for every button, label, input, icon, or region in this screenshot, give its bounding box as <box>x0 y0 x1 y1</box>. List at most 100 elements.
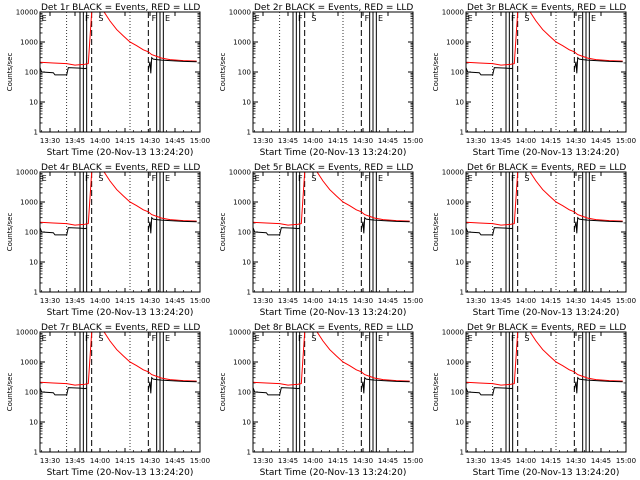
x-tick-label: 15:00 <box>190 137 210 145</box>
panel-4: Det 4r BLACK = Events, RED = LLD Counts/s… <box>6 163 210 318</box>
y-tick-label: 100 <box>451 389 464 397</box>
event-marker-label: E <box>42 334 47 343</box>
event-marker-label: F <box>511 334 516 343</box>
y-tick-label: 10 <box>29 259 38 267</box>
y-tick-label: 1 <box>34 129 38 137</box>
series-line <box>40 376 197 396</box>
x-tick-label: 14:00 <box>516 297 536 305</box>
panel-title: Det 1r BLACK = Events, RED = LLD <box>41 3 200 13</box>
x-tick-label: 13:45 <box>491 297 511 305</box>
x-tick-label: 13:45 <box>491 457 511 465</box>
y-axis-label: Counts/sec <box>432 213 440 252</box>
y-tick-label: 1000 <box>20 199 38 207</box>
x-tick-label: 13:30 <box>466 457 486 465</box>
y-tick-label: 1000 <box>20 359 38 367</box>
panel-title: Det 8r BLACK = Events, RED = LLD <box>254 323 413 333</box>
y-tick-label: 10 <box>455 99 464 107</box>
x-tick-label: 14:45 <box>591 457 611 465</box>
x-tick-label: 15:00 <box>190 457 210 465</box>
y-tick-label: 100 <box>25 389 38 397</box>
x-axis-label: Start Time (20-Nov-13 13:24:20) <box>473 308 620 318</box>
x-tick-label: 14:30 <box>566 137 586 145</box>
x-axis-label: Start Time (20-Nov-13 13:24:20) <box>47 148 194 158</box>
y-tick-label: 100 <box>238 229 251 237</box>
x-axis-label: Start Time (20-Nov-13 13:24:20) <box>260 468 407 478</box>
x-tick-label: 14:45 <box>165 137 185 145</box>
panel-title: Det 9r BLACK = Events, RED = LLD <box>467 323 626 333</box>
event-marker-label: E <box>378 14 383 23</box>
x-tick-label: 14:15 <box>115 297 135 305</box>
y-tick-label: 1 <box>247 449 251 457</box>
x-tick-label: 14:00 <box>516 137 536 145</box>
y-tick-label: 10 <box>455 259 464 267</box>
panel-7: Det 7r BLACK = Events, RED = LLD Counts/s… <box>6 323 210 478</box>
x-tick-label: 14:15 <box>328 457 348 465</box>
event-marker-label: E <box>468 14 473 23</box>
y-tick-label: 1000 <box>20 39 38 47</box>
event-marker-label: S <box>524 334 529 343</box>
series-line <box>466 216 623 236</box>
y-axis-label: Counts/sec <box>219 373 227 412</box>
x-tick-label: 14:45 <box>165 457 185 465</box>
series-line <box>253 172 410 226</box>
y-tick-label: 10 <box>29 419 38 427</box>
event-marker-label: E <box>42 174 47 183</box>
x-tick-label: 14:45 <box>591 137 611 145</box>
event-marker-label: E <box>165 174 170 183</box>
y-tick-label: 1 <box>34 289 38 297</box>
x-tick-label: 14:30 <box>566 457 586 465</box>
event-marker-label: E <box>165 334 170 343</box>
plot-frame <box>465 171 627 293</box>
x-axis-label: Start Time (20-Nov-13 13:24:20) <box>47 468 194 478</box>
y-tick-label: 10000 <box>229 329 251 337</box>
event-marker-label: F <box>578 334 583 343</box>
event-marker-label: F <box>365 334 370 343</box>
x-tick-label: 14:15 <box>541 137 561 145</box>
x-tick-label: 14:30 <box>566 297 586 305</box>
panel-5: Det 5r BLACK = Events, RED = LLD Counts/s… <box>219 163 423 318</box>
series-line <box>466 332 623 386</box>
y-tick-label: 1000 <box>233 39 251 47</box>
y-axis-label: Counts/sec <box>6 53 14 92</box>
x-tick-label: 14:00 <box>90 457 110 465</box>
series-line <box>466 376 623 396</box>
panel-title: Det 6r BLACK = Events, RED = LLD <box>467 163 626 173</box>
y-tick-label: 1 <box>460 129 464 137</box>
x-tick-label: 14:30 <box>140 297 160 305</box>
x-tick-label: 14:00 <box>90 137 110 145</box>
x-tick-label: 15:00 <box>616 297 636 305</box>
panel-1: Det 1r BLACK = Events, RED = LLD Counts/s… <box>6 3 210 158</box>
plot-frame <box>39 11 201 133</box>
y-tick-label: 1000 <box>446 199 464 207</box>
series-line <box>40 172 197 226</box>
y-axis-label: Counts/sec <box>219 213 227 252</box>
y-axis-label: Counts/sec <box>6 373 14 412</box>
y-tick-label: 1000 <box>446 39 464 47</box>
x-tick-label: 14:15 <box>541 457 561 465</box>
event-marker-label: S <box>311 174 316 183</box>
x-tick-label: 15:00 <box>403 137 423 145</box>
x-tick-label: 14:00 <box>90 297 110 305</box>
event-marker-label: F <box>365 174 370 183</box>
y-tick-label: 100 <box>25 69 38 77</box>
x-tick-label: 13:30 <box>40 137 60 145</box>
plot-frame <box>39 171 201 293</box>
panel-title: Det 7r BLACK = Events, RED = LLD <box>41 323 200 333</box>
event-marker-label: S <box>311 14 316 23</box>
event-marker-label: E <box>255 14 260 23</box>
y-tick-label: 1 <box>247 129 251 137</box>
y-tick-label: 10000 <box>229 9 251 17</box>
y-tick-label: 1 <box>460 289 464 297</box>
x-tick-label: 15:00 <box>616 457 636 465</box>
event-marker-label: E <box>165 14 170 23</box>
x-tick-label: 14:00 <box>303 297 323 305</box>
event-marker-label: S <box>311 334 316 343</box>
y-tick-label: 10 <box>29 99 38 107</box>
x-tick-label: 14:15 <box>115 457 135 465</box>
y-tick-label: 1000 <box>233 199 251 207</box>
x-axis-label: Start Time (20-Nov-13 13:24:20) <box>473 148 620 158</box>
event-marker-label: F <box>578 14 583 23</box>
x-tick-label: 14:45 <box>378 297 398 305</box>
y-tick-label: 10000 <box>16 169 38 177</box>
event-marker-label: E <box>591 174 596 183</box>
